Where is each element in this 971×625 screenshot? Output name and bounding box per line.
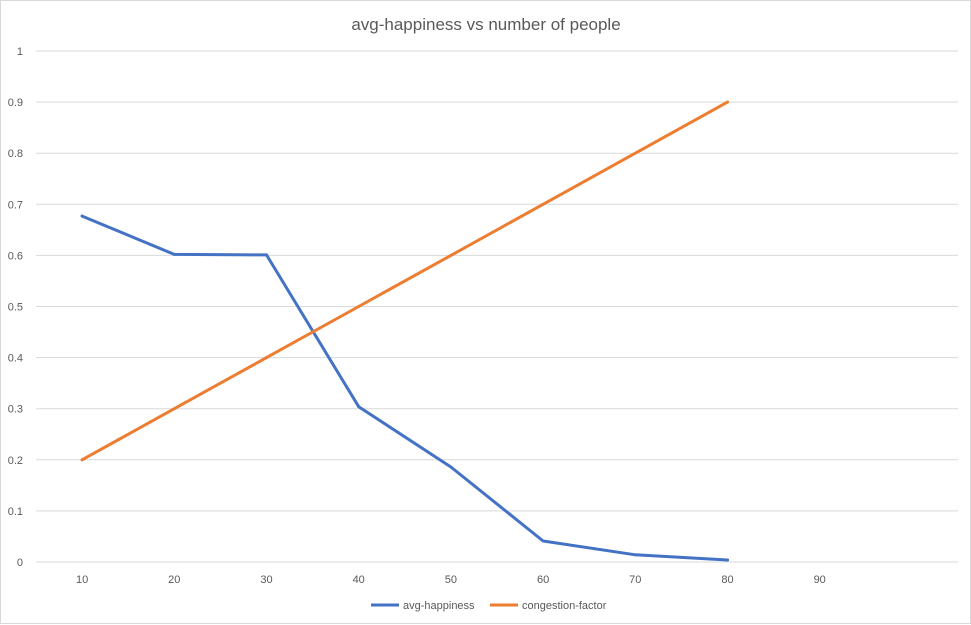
data-point-congestion-factor — [633, 151, 637, 155]
data-point-avg-happiness — [172, 252, 176, 256]
data-point-avg-happiness — [449, 465, 453, 469]
data-point-avg-happiness — [357, 405, 361, 409]
y-axis-tick-labels: 0 0.1 0.2 0.3 0.4 0.5 0.6 0.7 0.8 0.9 1 — [8, 46, 23, 569]
x-tick-label: 60 — [537, 574, 549, 586]
series-line-congestion-factor — [80, 100, 729, 462]
data-point-avg-happiness — [265, 253, 268, 257]
data-point-congestion-factor — [357, 305, 361, 308]
y-tick-label: 0.5 — [8, 302, 23, 314]
data-point-congestion-factor — [172, 407, 176, 411]
y-tick-label: 0.9 — [8, 97, 23, 109]
x-tick-label: 50 — [445, 574, 457, 586]
data-point-avg-happiness — [80, 214, 84, 218]
y-tick-label: 0.2 — [8, 455, 23, 467]
series-lines — [80, 100, 729, 562]
data-point-avg-happiness — [541, 539, 545, 543]
data-point-congestion-factor — [449, 253, 453, 257]
x-tick-label: 30 — [260, 574, 272, 586]
y-tick-label: 0.6 — [8, 250, 23, 262]
x-tick-label: 40 — [353, 574, 365, 586]
x-tick-label: 20 — [168, 574, 180, 586]
y-tick-label: 0.1 — [8, 506, 23, 518]
x-tick-label: 10 — [76, 574, 88, 586]
data-point-congestion-factor — [726, 100, 729, 104]
x-axis-tick-labels: 10 20 30 40 50 60 70 80 90 — [76, 574, 826, 586]
legend: avg-happiness congestion-factor — [371, 600, 607, 612]
y-tick-label: 0.8 — [8, 148, 23, 160]
data-point-congestion-factor — [541, 202, 545, 206]
y-tick-label: 0 — [17, 557, 23, 569]
y-tick-label: 0.7 — [8, 199, 23, 211]
series-line-avg-happiness — [80, 214, 729, 562]
x-tick-label: 90 — [814, 574, 826, 586]
gridlines — [36, 50, 958, 563]
y-tick-label: 0.3 — [8, 404, 23, 416]
data-point-congestion-factor — [265, 356, 268, 360]
legend-label-avg-happiness: avg-happiness — [403, 600, 475, 612]
x-tick-label: 80 — [721, 574, 733, 586]
y-tick-label: 1 — [17, 46, 23, 58]
x-tick-label: 70 — [629, 574, 641, 586]
data-point-congestion-factor — [80, 458, 84, 462]
data-point-avg-happiness — [633, 553, 637, 557]
chart-title: avg-happiness vs number of people — [351, 15, 620, 34]
y-tick-label: 0.4 — [8, 353, 23, 365]
data-point-avg-happiness — [726, 558, 729, 562]
legend-label-congestion-factor: congestion-factor — [522, 600, 607, 612]
